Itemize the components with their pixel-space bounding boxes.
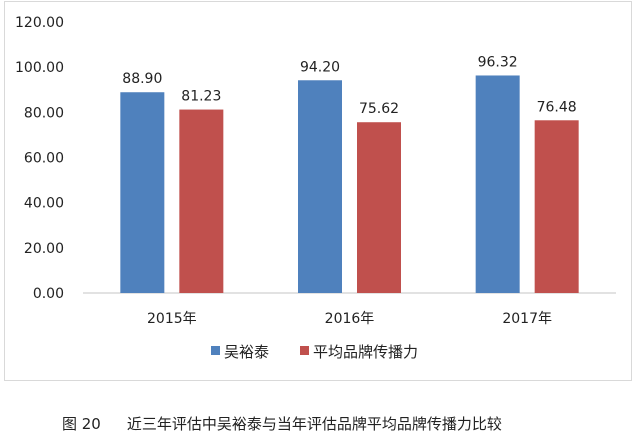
legend-label: 吴裕泰 (224, 343, 269, 361)
y-tick-label: 20.00 (24, 241, 64, 257)
bar-wuyutai-2015年 (120, 92, 165, 294)
data-label: 81.23 (181, 89, 221, 105)
legend-swatch (300, 346, 309, 355)
y-tick-label: 40.00 (24, 196, 64, 212)
bar-chart: 0.00 20.00 40.00 60.00 80.00 100.00 120.00 2015… (15, 15, 616, 361)
bar-average-2016年 (357, 122, 401, 294)
data-label: 94.20 (300, 59, 340, 75)
y-tick-label: 60.00 (24, 151, 64, 167)
y-tick-label: 80.00 (24, 105, 64, 121)
data-label: 96.32 (478, 54, 518, 70)
y-tick-label: 100.00 (15, 60, 64, 76)
y-tick-label: 120.00 (15, 15, 64, 31)
x-tick-label: 2015年 (147, 311, 197, 327)
bar-average-2015年 (179, 109, 224, 294)
caption-text: 近三年评估中吴裕泰与当年评估品牌平均品牌传播力比较 (126, 415, 502, 433)
figure-caption: 图 20 近三年评估中吴裕泰与当年评估品牌平均品牌传播力比较 (62, 413, 502, 434)
legend-swatch (211, 346, 220, 355)
legend-label: 平均品牌传播力 (313, 343, 418, 361)
data-label: 75.62 (359, 101, 399, 117)
bar-wuyutai-2016年 (298, 80, 342, 293)
x-tick-label: 2017年 (502, 311, 552, 327)
y-tick-label: 0.00 (33, 286, 64, 302)
caption-number: 图 20 (62, 415, 101, 433)
data-label: 76.48 (537, 99, 577, 115)
bar-wuyutai-2017年 (475, 75, 520, 294)
bar-average-2017年 (534, 120, 579, 293)
chart-frame (4, 1, 632, 381)
x-tick-label: 2016年 (325, 311, 375, 327)
data-label: 88.90 (122, 71, 162, 87)
